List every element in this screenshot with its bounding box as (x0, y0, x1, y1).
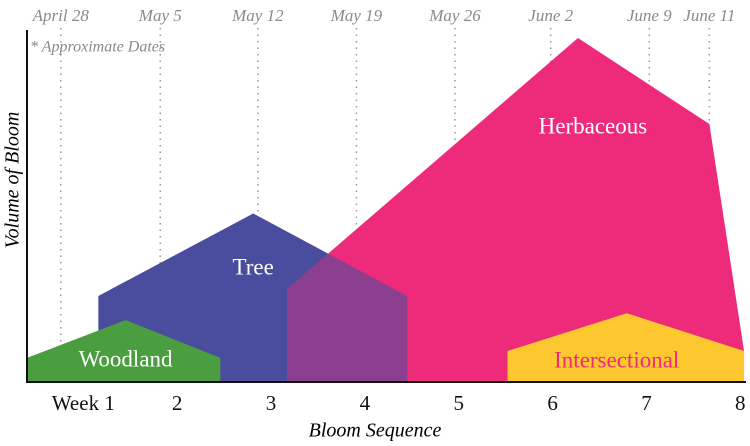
x-tick-label: 5 (453, 391, 464, 415)
x-tick-label: 3 (266, 391, 277, 415)
x-axis-label: Bloom Sequence (309, 420, 442, 442)
date-label: June 2 (528, 6, 573, 25)
date-label: May 26 (428, 6, 481, 25)
date-label: June 11 (683, 6, 735, 25)
date-label: May 12 (231, 6, 284, 25)
date-label: May 5 (138, 6, 182, 25)
date-label: May 19 (330, 6, 383, 25)
x-tick-label: Week 1 (52, 391, 115, 415)
x-tick-label: 4 (360, 391, 371, 415)
area (27, 320, 221, 382)
area-overlap (286, 213, 408, 382)
series-label: Herbaceous (539, 113, 648, 138)
series-label: Intersectional (554, 347, 679, 372)
areas (27, 38, 745, 382)
series-label: Woodland (79, 346, 173, 371)
x-tick-label: 8 (735, 391, 746, 415)
date-label: June 9 (627, 6, 672, 25)
date-label: April 28 (32, 6, 90, 25)
x-tick-label: 2 (172, 391, 183, 415)
x-tick-label: 6 (547, 391, 558, 415)
y-axis-label: Volume of Bloom (2, 112, 24, 249)
note: * Approximate Dates (30, 39, 165, 56)
x-tick-label: 7 (641, 391, 652, 415)
area (507, 313, 745, 382)
series-label: Tree (233, 255, 274, 280)
